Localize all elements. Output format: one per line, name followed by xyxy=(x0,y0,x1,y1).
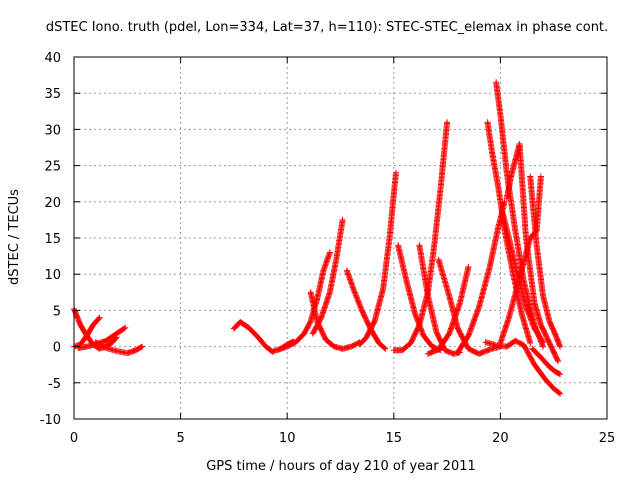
x-axis: 0 5 10 15 20 25 xyxy=(70,57,615,446)
y-tick-label: -5 xyxy=(48,377,61,392)
data-series-12 xyxy=(390,119,451,354)
data-series-24 xyxy=(529,345,564,378)
data-layer xyxy=(71,79,564,397)
series-markers xyxy=(309,216,346,337)
series-markers xyxy=(92,339,146,357)
series-markers xyxy=(356,169,399,348)
y-tick-label: 40 xyxy=(44,51,61,66)
x-tick-label: 25 xyxy=(599,431,616,446)
series-markers xyxy=(529,345,564,378)
x-tick-label: 10 xyxy=(279,431,296,446)
y-axis-title: dSTEC / TECUs xyxy=(7,189,22,285)
data-series-13 xyxy=(416,242,463,357)
data-series-23 xyxy=(482,337,564,397)
x-tick-label: 0 xyxy=(70,431,78,446)
data-series-16 xyxy=(454,198,508,356)
series-markers xyxy=(390,119,451,354)
x-tick-label: 20 xyxy=(492,431,509,446)
data-series-4 xyxy=(92,339,146,357)
y-tick-label: 15 xyxy=(44,232,61,247)
y-tick-label: 10 xyxy=(44,268,61,283)
x-tick-label: 5 xyxy=(176,431,184,446)
y-tick-label: -10 xyxy=(40,413,61,428)
x-tick-label: 15 xyxy=(386,431,403,446)
data-series-19 xyxy=(499,209,546,346)
series-markers xyxy=(482,337,564,397)
data-series-8 xyxy=(309,216,346,337)
y-tick-label: 25 xyxy=(44,160,61,175)
y-tick-label: 20 xyxy=(44,196,61,211)
series-markers xyxy=(395,242,444,354)
y-tick-label: 5 xyxy=(53,304,61,319)
x-axis-title: GPS time / hours of day 210 of year 2011 xyxy=(206,459,476,474)
data-series-11 xyxy=(395,242,444,354)
y-axis: -10 -5 0 5 10 15 20 25 30 35 40 xyxy=(40,51,607,428)
series-markers xyxy=(499,209,546,346)
data-series-10 xyxy=(356,169,399,348)
y-tick-label: 35 xyxy=(44,87,61,102)
series-markers xyxy=(527,173,564,350)
chart-title: dSTEC Iono. truth (pdel, Lon=334, Lat=37… xyxy=(46,20,608,35)
data-series-22 xyxy=(527,173,564,350)
series-markers xyxy=(454,198,508,356)
y-tick-label: 30 xyxy=(44,123,61,138)
y-tick-label: 0 xyxy=(53,341,61,356)
series-markers xyxy=(416,242,463,357)
